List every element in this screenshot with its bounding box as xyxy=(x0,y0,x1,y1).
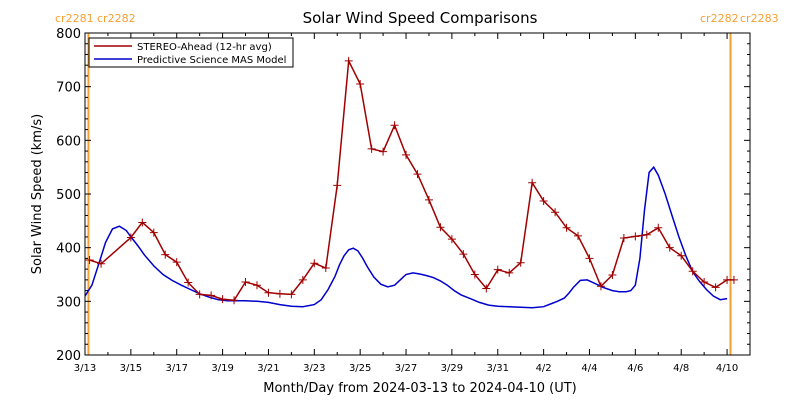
data-point xyxy=(85,256,94,265)
series-line-1 xyxy=(84,165,728,309)
data-point xyxy=(470,270,479,279)
data-point xyxy=(516,258,525,267)
data-point xyxy=(551,208,560,217)
data-point xyxy=(493,265,502,274)
legend-box xyxy=(88,37,294,68)
data-point xyxy=(677,251,686,260)
data-point xyxy=(230,296,239,305)
data-point xyxy=(482,284,491,293)
x-tick-label: 3/21 xyxy=(257,363,279,374)
series-line-0 xyxy=(89,58,734,302)
x-tick-label: 3/31 xyxy=(487,363,509,374)
data-point xyxy=(298,275,307,284)
data-point xyxy=(264,288,273,297)
data-point xyxy=(207,291,216,300)
y-tick-label: 500 xyxy=(56,188,81,203)
data-point xyxy=(688,267,697,276)
data-point xyxy=(505,268,514,277)
data-point xyxy=(413,170,422,179)
data-point xyxy=(402,150,411,159)
data-point xyxy=(459,250,468,259)
carrington-markers xyxy=(87,33,732,355)
data-point xyxy=(310,259,319,268)
data-point xyxy=(138,218,147,227)
data-point xyxy=(184,278,193,287)
axes-layer: 200 300 400 500 600 700 800 3/13 3/15 3/17 3/19 3/2… xyxy=(56,27,751,374)
x-tick-label: 3/15 xyxy=(120,363,142,374)
data-point xyxy=(172,258,181,267)
x-tick-label: 3/13 xyxy=(74,363,96,374)
data-point xyxy=(711,283,720,292)
data-point xyxy=(275,289,284,298)
data-point xyxy=(97,259,106,268)
data-point xyxy=(631,232,640,241)
x-tick-label: 4/6 xyxy=(627,363,643,374)
data-point xyxy=(528,178,537,187)
data-point xyxy=(642,230,651,239)
chart-title: Solar Wind Speed Comparisons xyxy=(303,9,538,27)
data-point xyxy=(574,231,583,240)
series-layer xyxy=(84,56,738,309)
y-tick-label: 800 xyxy=(56,27,81,42)
x-axis-label: Month/Day from 2024-03-13 to 2024-04-10 … xyxy=(263,381,576,396)
data-point xyxy=(562,223,571,232)
x-tick-label: 3/23 xyxy=(303,363,325,374)
carrington-label-right-2: cr2283 xyxy=(740,12,779,25)
data-point xyxy=(729,275,738,284)
legend-label-mas: Predictive Science MAS Model xyxy=(137,55,286,66)
data-point xyxy=(126,233,135,242)
data-point xyxy=(654,223,663,232)
x-tick-label: 3/27 xyxy=(395,363,417,374)
y-tick-label: 700 xyxy=(56,81,81,96)
data-point xyxy=(252,281,261,290)
x-tick-label: 4/8 xyxy=(673,363,689,374)
y-axis-label: Solar Wind Speed (km/s) xyxy=(30,114,45,274)
y-tick-label: 400 xyxy=(56,242,81,257)
y-tick-label: 200 xyxy=(56,349,81,364)
carrington-label-left-2: cr2282 xyxy=(97,12,136,25)
data-point xyxy=(333,181,342,190)
x-tick-label: 4/10 xyxy=(716,363,738,374)
data-point xyxy=(321,264,330,273)
x-tick-label: 4/4 xyxy=(581,363,597,374)
data-point xyxy=(608,271,617,280)
data-point xyxy=(585,254,594,263)
data-point xyxy=(539,196,548,205)
data-point xyxy=(195,290,204,299)
data-point xyxy=(390,121,399,130)
data-point xyxy=(218,295,227,304)
data-point xyxy=(596,282,605,291)
data-point xyxy=(436,223,445,232)
x-tick-label: 3/25 xyxy=(349,363,371,374)
carrington-label-left-1: cr2281 xyxy=(55,12,94,25)
data-point xyxy=(287,290,296,299)
x-tick-label: 3/19 xyxy=(211,363,233,374)
data-point xyxy=(161,250,170,259)
y-tick-label: 300 xyxy=(56,295,81,310)
data-point xyxy=(700,278,709,287)
x-tick-label: 4/2 xyxy=(536,363,552,374)
data-point xyxy=(723,275,732,284)
legend: STEREO-Ahead (12-hr avg) Predictive Scie… xyxy=(88,37,294,68)
carrington-label-right-1: cr2282 xyxy=(700,12,739,25)
data-point xyxy=(149,228,158,237)
legend-label-stereo: STEREO-Ahead (12-hr avg) xyxy=(137,42,272,53)
data-point xyxy=(424,195,433,204)
data-point xyxy=(619,234,628,243)
data-point xyxy=(344,56,353,65)
data-point xyxy=(665,243,674,252)
data-point xyxy=(241,278,250,287)
x-tick-label: 3/17 xyxy=(165,363,187,374)
y-tick-label: 600 xyxy=(56,134,81,149)
data-point xyxy=(356,79,365,88)
data-point xyxy=(379,147,388,156)
data-point xyxy=(367,144,376,153)
data-point xyxy=(447,235,456,244)
plot-frame xyxy=(84,32,751,356)
x-tick-label: 3/29 xyxy=(441,363,463,374)
